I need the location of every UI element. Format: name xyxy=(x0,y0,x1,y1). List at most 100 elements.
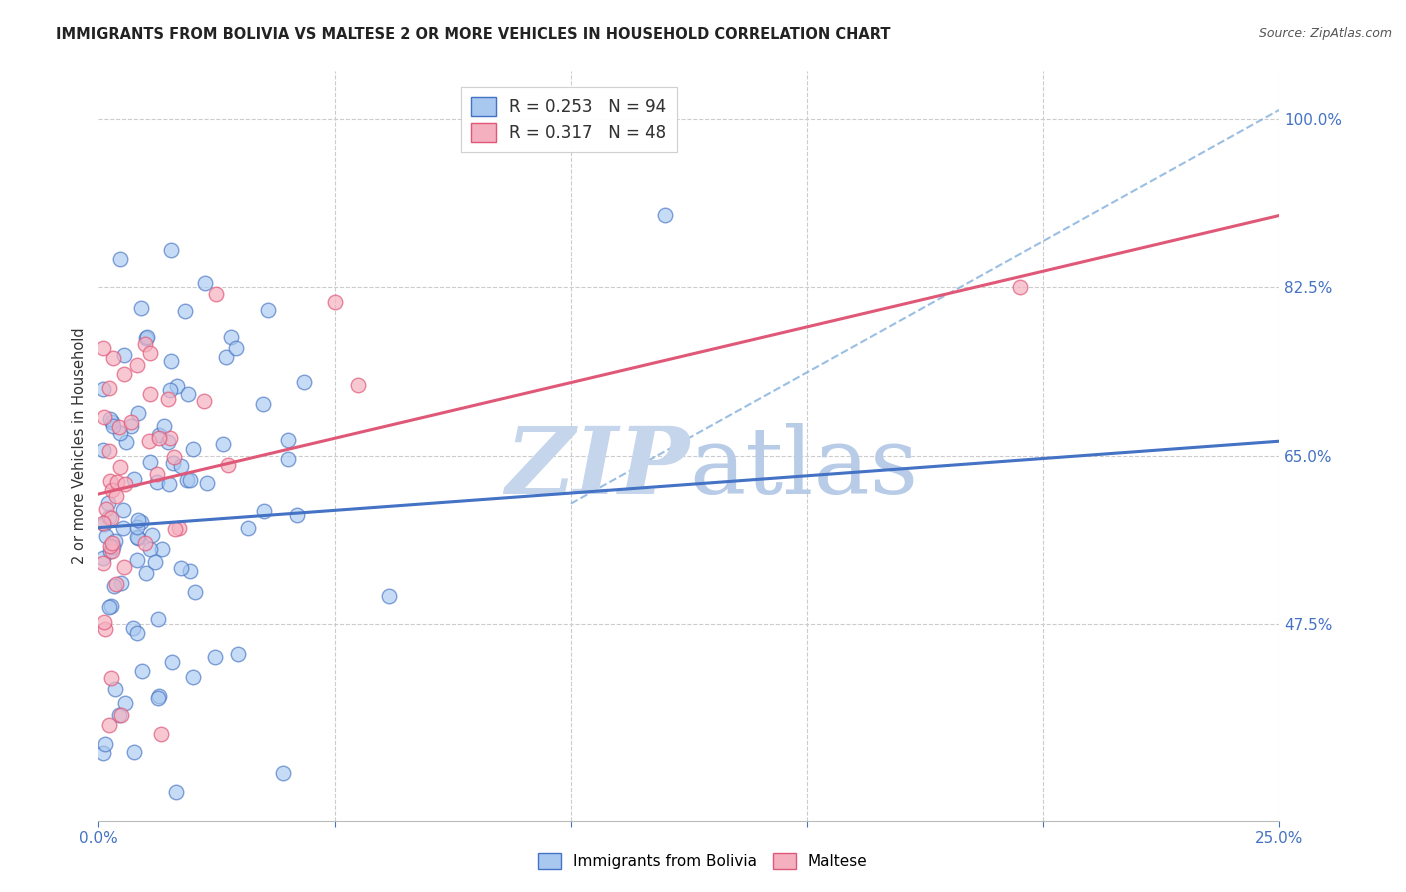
Point xyxy=(1008,280,1031,294)
Point xyxy=(101,415,124,429)
Point xyxy=(148,432,170,446)
Point xyxy=(101,540,124,554)
Point xyxy=(112,348,135,362)
Point xyxy=(193,393,215,408)
Point xyxy=(162,457,184,471)
Point xyxy=(139,541,162,556)
Point xyxy=(166,785,188,799)
Point xyxy=(323,295,346,310)
Point xyxy=(134,337,156,351)
Point xyxy=(159,383,181,397)
Point xyxy=(91,516,114,530)
Point xyxy=(122,620,145,634)
Point xyxy=(98,443,121,458)
Point xyxy=(110,708,132,723)
Point xyxy=(94,622,117,636)
Point xyxy=(115,435,138,450)
Point xyxy=(149,727,172,741)
Point xyxy=(127,531,149,545)
Point xyxy=(97,717,120,731)
Point xyxy=(104,681,127,696)
Point xyxy=(98,474,121,488)
Point xyxy=(195,476,218,491)
Point xyxy=(162,655,184,669)
Legend: R = 0.253   N = 94, R = 0.317   N = 48: R = 0.253 N = 94, R = 0.317 N = 48 xyxy=(461,87,676,153)
Point xyxy=(105,475,128,489)
Point xyxy=(112,367,135,381)
Point xyxy=(215,351,238,365)
Point xyxy=(157,434,180,449)
Point xyxy=(108,252,131,266)
Point xyxy=(166,378,188,392)
Point xyxy=(277,452,299,467)
Point xyxy=(167,521,190,535)
Point xyxy=(91,442,114,457)
Text: IMMIGRANTS FROM BOLIVIA VS MALTESE 2 OR MORE VEHICLES IN HOUSEHOLD CORRELATION C: IMMIGRANTS FROM BOLIVIA VS MALTESE 2 OR … xyxy=(56,27,891,42)
Point xyxy=(377,589,399,603)
Point xyxy=(148,689,170,703)
Point xyxy=(135,329,157,343)
Point xyxy=(129,301,152,316)
Point xyxy=(93,517,115,532)
Point xyxy=(100,599,122,613)
Point xyxy=(179,473,201,487)
Text: atlas: atlas xyxy=(689,424,918,514)
Text: Source: ZipAtlas.com: Source: ZipAtlas.com xyxy=(1258,27,1392,40)
Point xyxy=(131,664,153,678)
Point xyxy=(160,244,183,258)
Point xyxy=(112,559,135,574)
Point xyxy=(111,520,134,534)
Point xyxy=(194,276,217,290)
Point xyxy=(148,428,170,442)
Point xyxy=(91,557,114,571)
Point xyxy=(98,539,121,553)
Point xyxy=(107,420,129,434)
Point xyxy=(98,412,121,426)
Point xyxy=(91,747,114,761)
Point xyxy=(654,208,676,222)
Point xyxy=(94,529,117,543)
Point xyxy=(100,511,122,525)
Point xyxy=(125,553,148,567)
Point xyxy=(114,477,136,491)
Point xyxy=(159,477,181,491)
Point xyxy=(101,483,124,497)
Point xyxy=(93,409,115,424)
Point xyxy=(170,561,193,575)
Point xyxy=(217,458,239,472)
Point xyxy=(139,345,162,359)
Point xyxy=(204,650,226,665)
Point xyxy=(104,489,127,503)
Point xyxy=(139,387,162,401)
Point xyxy=(152,541,174,556)
Point xyxy=(236,521,259,535)
Point xyxy=(120,419,142,434)
Point xyxy=(96,502,118,516)
Point xyxy=(347,378,370,392)
Point xyxy=(135,566,157,580)
Point xyxy=(103,579,125,593)
Point xyxy=(127,520,149,534)
Point xyxy=(110,576,132,591)
Point xyxy=(91,550,114,565)
Point xyxy=(101,544,124,558)
Point xyxy=(127,406,149,420)
Y-axis label: 2 or more Vehicles in Household: 2 or more Vehicles in Household xyxy=(72,327,87,565)
Point xyxy=(145,475,167,490)
Point xyxy=(122,746,145,760)
Point xyxy=(184,585,207,599)
Point xyxy=(112,502,135,516)
Point xyxy=(271,765,294,780)
Point xyxy=(104,577,127,591)
Point xyxy=(277,433,299,447)
Point xyxy=(127,513,149,527)
Point xyxy=(100,671,122,685)
Point xyxy=(163,450,186,464)
Point xyxy=(101,419,124,434)
Point xyxy=(108,426,131,441)
Point xyxy=(181,669,204,683)
Point xyxy=(104,533,127,548)
Point xyxy=(131,515,153,529)
Text: ZIP: ZIP xyxy=(505,424,689,514)
Point xyxy=(225,341,247,355)
